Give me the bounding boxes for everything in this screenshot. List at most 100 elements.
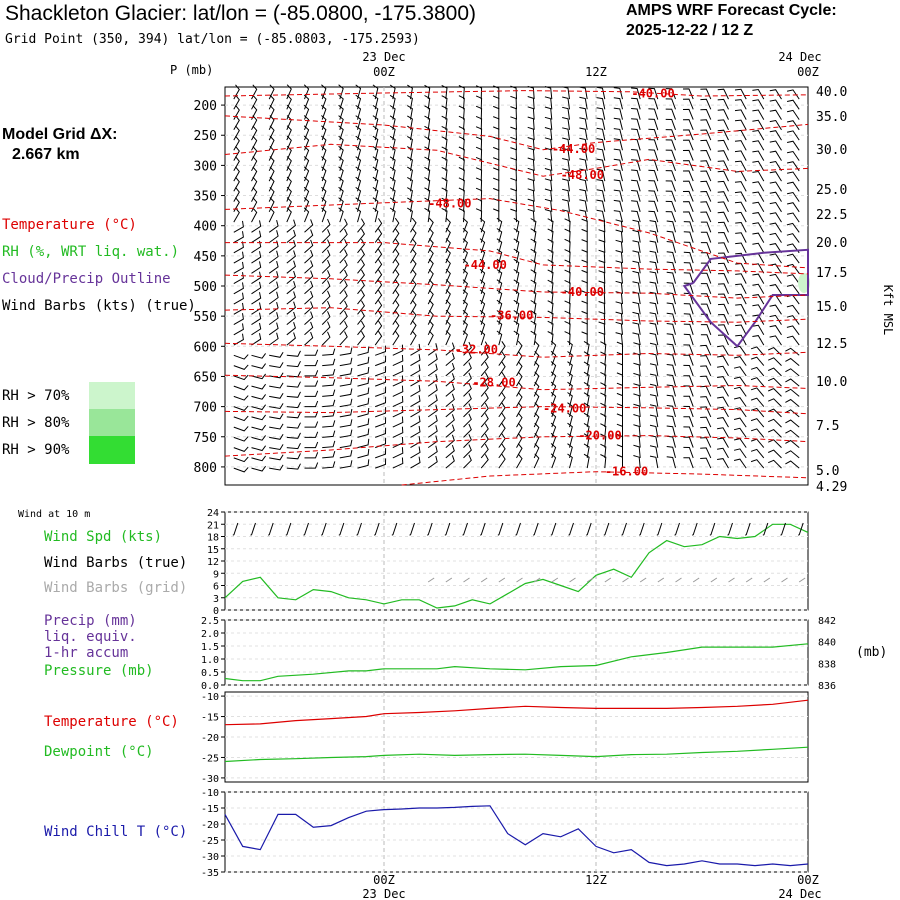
- wind-barb: [700, 375, 712, 387]
- temperature-contour-label: -48.00: [561, 168, 604, 182]
- wind-barb: [286, 229, 296, 243]
- wind-barb: [752, 170, 765, 182]
- wind-barb: [374, 218, 383, 233]
- wind-barb: [321, 156, 327, 171]
- wind-barb: [632, 332, 641, 346]
- height-tick-label: 22.5: [816, 208, 847, 223]
- wind-barb: [462, 289, 468, 305]
- wind-barb-true: [727, 522, 733, 536]
- wind-barb: [372, 145, 379, 161]
- wind-barb: [752, 273, 765, 284]
- wind-barb: [410, 415, 421, 428]
- wind-barb: [583, 422, 590, 438]
- wind-barb: [613, 107, 623, 120]
- wind-barb: [581, 321, 588, 335]
- wind-barb: [513, 330, 520, 346]
- wind-barb: [321, 331, 331, 346]
- wind-barb: [530, 310, 537, 325]
- wind-barb: [631, 128, 641, 141]
- temperature-contour-label: -32.00: [455, 342, 498, 356]
- wind-barb: [322, 348, 336, 356]
- wind-barb: [616, 372, 623, 387]
- wind-barb: [338, 186, 344, 202]
- wind-barb: [768, 398, 782, 407]
- wind-barb: [562, 199, 570, 212]
- wind-barb: [700, 396, 712, 407]
- forecast-cycle-value: 2025-12-22 / 12 Z: [626, 22, 754, 39]
- wind-barb: [479, 289, 486, 305]
- wind-barb: [463, 393, 472, 407]
- wind-barb: [251, 435, 267, 441]
- wind-barb: [498, 351, 506, 366]
- temperature-contour-label: -40.00: [561, 285, 604, 299]
- wind-barb: [700, 283, 712, 294]
- wind-barb: [321, 94, 327, 110]
- pressure-tick-label: 250: [194, 129, 217, 144]
- wind-barb: [596, 189, 606, 202]
- wind-barb: [375, 355, 387, 367]
- wind-barb: [581, 239, 588, 253]
- wind-barb: [355, 94, 362, 110]
- wind-barb: [338, 145, 344, 161]
- wind-barb: [564, 320, 571, 335]
- wind-barb: [322, 450, 336, 459]
- wind-barb: [567, 340, 573, 356]
- wind-barb: [649, 404, 659, 417]
- wind-barb: [441, 146, 448, 161]
- wind-barb: [613, 148, 623, 161]
- wind-barb: [355, 197, 362, 212]
- wind-barb: [733, 356, 747, 366]
- wind-barb: [734, 170, 747, 182]
- pressure-tick-label: 750: [194, 431, 217, 446]
- wind-barb: [752, 253, 765, 264]
- wind-barb: [666, 241, 676, 253]
- wind-barb: [355, 125, 362, 141]
- wind-barb: [372, 156, 379, 171]
- wind-barb: [598, 331, 606, 346]
- wind-barb: [527, 178, 535, 192]
- wind-barb: [510, 85, 517, 100]
- wind-barb: [752, 324, 765, 336]
- wind-barb: [321, 290, 331, 305]
- wind-barb: [600, 382, 607, 397]
- wind-barb: [579, 127, 588, 141]
- wind-barb: [564, 218, 571, 233]
- wind-barb: [734, 191, 747, 202]
- wind-barb: [649, 281, 659, 294]
- temperature-contour: [224, 143, 809, 177]
- wind-barb: [682, 160, 694, 171]
- wind-barb: [339, 419, 353, 428]
- wind-barb: [768, 429, 782, 438]
- wind-barb: [733, 366, 747, 377]
- wind-barb: [581, 249, 588, 264]
- wind-barb: [547, 331, 554, 346]
- wind-barb: [375, 345, 387, 356]
- wind-barb: [233, 467, 249, 473]
- wind-barb: [303, 115, 310, 130]
- wind-barb-grid: [569, 577, 576, 583]
- wind-barb: [700, 108, 712, 120]
- wind-barb: [683, 323, 694, 335]
- wind-barb: [649, 291, 659, 305]
- wind-barb: [479, 217, 486, 233]
- wind-barb: [463, 423, 472, 438]
- wind-barb: [649, 445, 659, 458]
- wind-barb: [547, 310, 554, 325]
- wind-barb: [268, 291, 279, 305]
- wind-barb: [631, 149, 641, 161]
- wind-barb: [321, 239, 331, 254]
- height-axis-label: Kft MSL: [881, 285, 895, 336]
- wind-barb: [734, 181, 747, 192]
- wind-barb-true: [745, 522, 751, 536]
- wind-barb: [735, 273, 747, 284]
- series-line-temperature: [224, 699, 809, 726]
- height-tick-label: 5.0: [816, 464, 839, 479]
- wind-barb: [700, 180, 712, 192]
- wind-barb: [427, 394, 438, 408]
- wind-barb: [717, 376, 729, 387]
- wind-barb: [633, 383, 641, 397]
- wind-barb: [547, 300, 554, 315]
- wind-barb: [550, 350, 557, 366]
- wind-barb: [480, 341, 489, 356]
